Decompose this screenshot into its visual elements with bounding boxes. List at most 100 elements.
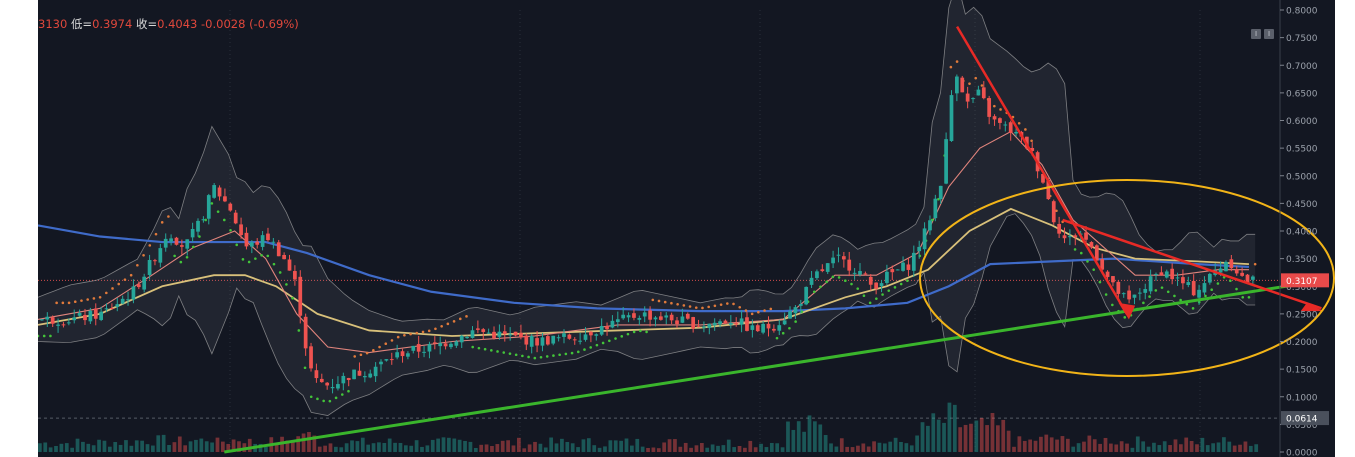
volume-bar xyxy=(683,442,688,452)
volume-bar xyxy=(1227,441,1232,452)
sar-dot xyxy=(396,335,400,339)
candle-body xyxy=(136,284,141,288)
volume-bar xyxy=(656,448,661,452)
candle-body xyxy=(793,307,798,314)
volume-bar xyxy=(1243,441,1248,452)
sar-dot xyxy=(390,339,394,342)
sar-dot xyxy=(73,300,77,304)
candle-body xyxy=(664,315,669,318)
sar-dot xyxy=(179,260,183,264)
volume-bar xyxy=(538,443,543,452)
volume-bar xyxy=(1082,441,1086,452)
sar-dot xyxy=(763,309,766,312)
volume-bar xyxy=(1071,446,1076,452)
volume-bar xyxy=(1141,441,1146,452)
volume-bar xyxy=(888,441,893,452)
volume-bar xyxy=(780,447,785,452)
sar-dot xyxy=(142,254,145,257)
volume-bar xyxy=(764,447,769,452)
sar-dot xyxy=(1024,128,1027,131)
candle-body xyxy=(933,198,938,219)
volume-bar xyxy=(899,441,903,452)
sar-dot xyxy=(260,254,263,257)
volume-bar xyxy=(597,447,602,452)
candle-body xyxy=(965,93,970,102)
volume-bar xyxy=(818,424,823,452)
sar-dot xyxy=(639,329,642,333)
support-trend-line xyxy=(224,279,1322,454)
candle-body xyxy=(637,317,642,320)
candle-body xyxy=(567,334,572,339)
candle-body xyxy=(831,257,835,264)
volume-bar xyxy=(463,440,467,452)
candle-body xyxy=(755,325,760,332)
candle-body xyxy=(314,370,319,379)
sar-dot xyxy=(968,82,971,85)
volume-bar xyxy=(753,447,758,452)
volume-bar xyxy=(990,412,995,452)
candle-body xyxy=(416,344,421,352)
candle-body xyxy=(1084,232,1088,240)
candle-body xyxy=(406,353,410,357)
sar-dot xyxy=(427,329,431,333)
candle-body xyxy=(147,259,152,275)
candle-body xyxy=(158,248,163,263)
candle-body xyxy=(992,116,997,120)
volume-bar xyxy=(1135,436,1140,452)
volume-bar xyxy=(974,420,979,452)
sar-dot xyxy=(235,243,239,247)
candle-body xyxy=(1245,274,1250,283)
sar-dot xyxy=(558,353,561,357)
volume-bar xyxy=(91,445,96,452)
sar-dot xyxy=(340,393,344,396)
sar-dot xyxy=(291,296,294,300)
volume-bar xyxy=(769,442,774,452)
volume-bar xyxy=(258,443,263,452)
toolbar-button-2[interactable]: I xyxy=(1264,29,1274,39)
candle-body xyxy=(632,313,636,318)
candle-body xyxy=(659,316,663,320)
candle-body xyxy=(56,324,60,326)
volume-bar xyxy=(882,443,887,452)
sar-dot xyxy=(49,334,52,338)
volume-bar xyxy=(161,434,166,452)
candle-body xyxy=(955,76,959,94)
volume-bar xyxy=(1017,436,1022,452)
candle-body xyxy=(1111,276,1115,283)
candle-body xyxy=(180,245,184,247)
candle-body xyxy=(357,370,362,376)
candle-body xyxy=(540,337,545,346)
volume-bar xyxy=(199,438,204,452)
sar-dot xyxy=(564,352,568,356)
volume-bar xyxy=(1055,439,1059,452)
candle-body xyxy=(104,308,109,310)
toolbar-button-1[interactable]: I xyxy=(1251,29,1261,39)
volume-bar xyxy=(102,440,107,452)
candle-body xyxy=(470,330,475,338)
candle-body xyxy=(669,314,674,321)
candle-body xyxy=(804,286,809,305)
volume-bar xyxy=(81,441,85,452)
sar-dot xyxy=(738,305,742,309)
sar-dot xyxy=(303,366,307,370)
volume-bar xyxy=(64,443,69,452)
volume-bar xyxy=(210,442,214,452)
sar-dot xyxy=(167,215,170,218)
volume-bar xyxy=(1189,440,1194,452)
sar-dot xyxy=(477,346,481,350)
candle-body xyxy=(868,276,873,285)
sar-dot xyxy=(309,395,313,399)
volume-bar xyxy=(791,429,796,452)
candle-body xyxy=(723,320,728,324)
candle-body xyxy=(928,220,932,231)
candle-body xyxy=(605,325,609,330)
candle-body xyxy=(508,334,513,336)
candle-body xyxy=(960,77,965,93)
tick-label: 0.4500 xyxy=(1286,200,1318,210)
volume-bar xyxy=(963,424,968,452)
candle-body xyxy=(373,366,378,377)
sar-dot xyxy=(1235,287,1238,291)
volume-bar xyxy=(802,431,806,452)
volume-bar xyxy=(560,438,564,452)
